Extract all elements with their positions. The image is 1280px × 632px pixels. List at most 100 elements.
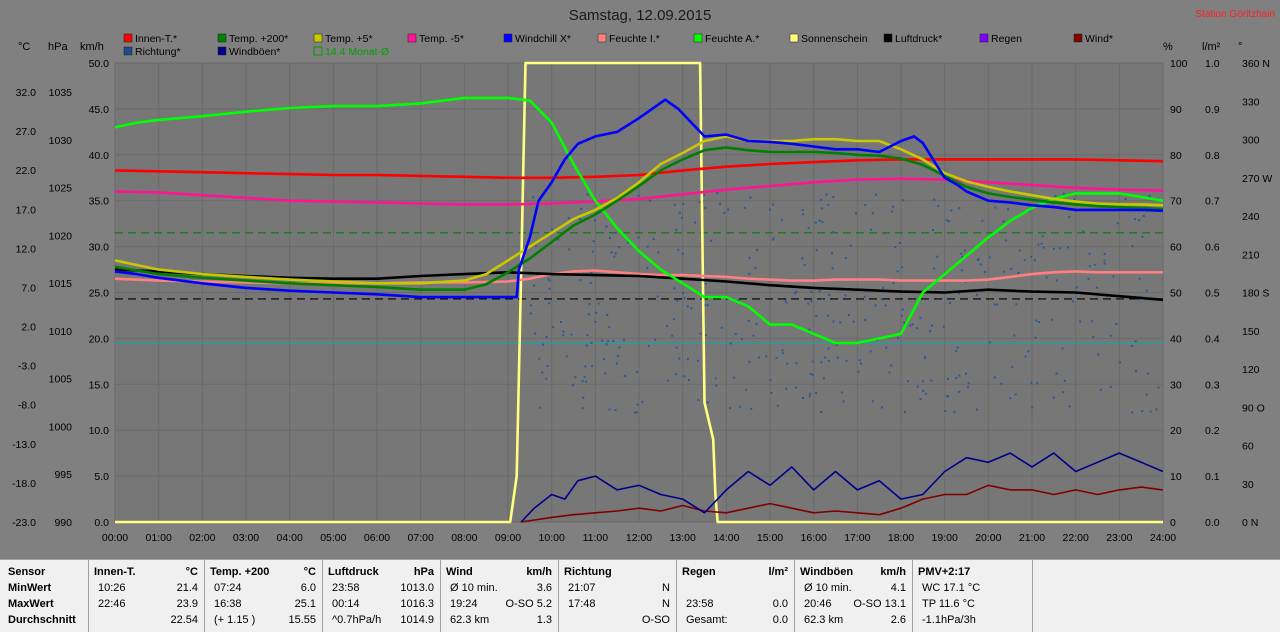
- direction-dot: [780, 219, 783, 222]
- direction-dot: [1088, 265, 1091, 268]
- rain-tick-label: 1.0: [1205, 58, 1220, 70]
- direction-dot: [858, 359, 861, 362]
- series-temp-200: [114, 146, 1164, 292]
- direction-dot: [548, 287, 551, 290]
- direction-dot: [902, 199, 905, 202]
- direction-dot: [747, 319, 750, 322]
- direction-dot: [1024, 355, 1027, 358]
- direction-dot: [975, 408, 978, 411]
- direction-dot: [584, 380, 587, 383]
- temp-tick-label: 22.0: [16, 165, 37, 177]
- direction-dot: [776, 404, 779, 407]
- direction-dot: [1042, 246, 1045, 249]
- direction-dot: [786, 362, 789, 365]
- legend-label: Temp. +5*: [325, 33, 373, 45]
- pressure-tick-label: 990: [54, 517, 72, 529]
- direction-dot: [581, 407, 584, 410]
- direction-dot: [958, 292, 961, 295]
- direction-dot: [704, 334, 707, 337]
- percent-tick-label: 30: [1170, 379, 1182, 391]
- x-tick-label: 09:00: [495, 532, 521, 544]
- direction-dot: [795, 386, 798, 389]
- direction-dot: [749, 196, 752, 199]
- direction-dot: [924, 392, 927, 395]
- direction-dot: [1011, 365, 1014, 368]
- rain-tick-label: 0.8: [1205, 150, 1220, 162]
- direction-dot: [697, 399, 700, 402]
- direction-dot: [675, 346, 678, 349]
- direction-dot: [756, 248, 759, 251]
- direction-dot: [933, 267, 936, 270]
- direction-dot: [953, 411, 956, 414]
- direction-dot: [820, 198, 823, 201]
- direction-dot: [906, 380, 909, 383]
- pressure-tick-label: 1000: [49, 421, 73, 433]
- degree-tick-label: 120: [1242, 364, 1260, 376]
- legend-swatch: [123, 33, 133, 43]
- direction-dot: [582, 396, 585, 399]
- direction-dot: [729, 342, 732, 345]
- stats-unit: °C: [303, 566, 316, 578]
- direction-dot: [960, 252, 963, 255]
- direction-dot: [993, 303, 996, 306]
- direction-dot: [771, 203, 774, 206]
- rowlabel-max: MaxWert: [8, 598, 54, 610]
- direction-dot: [560, 321, 563, 324]
- direction-dot: [818, 289, 821, 292]
- direction-dot: [931, 229, 934, 232]
- direction-dot: [677, 248, 680, 251]
- direction-dot: [716, 191, 719, 194]
- direction-dot: [803, 264, 806, 267]
- direction-dot: [634, 411, 637, 414]
- degree-tick-label: 270 W: [1242, 173, 1272, 185]
- direction-dot: [967, 386, 970, 389]
- direction-dot: [769, 208, 772, 211]
- direction-dot: [613, 255, 616, 258]
- direction-dot: [755, 322, 758, 325]
- direction-dot: [649, 199, 652, 202]
- direction-dot: [641, 400, 644, 403]
- direction-dot: [723, 211, 726, 214]
- direction-dot: [842, 400, 845, 403]
- stats-cell-label: 20:46: [804, 598, 832, 610]
- direction-dot: [1018, 249, 1021, 252]
- direction-dot: [845, 360, 848, 363]
- x-tick-label: 04:00: [277, 532, 303, 544]
- direction-dot: [1141, 410, 1144, 413]
- speed-tick-label: 45.0: [89, 104, 110, 116]
- degree-tick-label: 330: [1242, 96, 1260, 108]
- direction-dot: [808, 328, 811, 331]
- speed-tick-label: 25.0: [89, 288, 110, 300]
- pressure-tick-label: 1030: [49, 135, 73, 147]
- percent-tick-label: 50: [1170, 288, 1182, 300]
- direction-dot: [1015, 303, 1018, 306]
- degree-tick-label: 90 O: [1242, 402, 1265, 414]
- direction-dot: [757, 356, 760, 359]
- direction-dot: [981, 219, 984, 222]
- direction-dot: [666, 325, 669, 328]
- legend-swatch: [217, 33, 227, 43]
- stats-cell-label: 62.3 km: [804, 614, 844, 626]
- direction-dot: [682, 202, 685, 205]
- direction-dot: [1051, 318, 1054, 321]
- direction-dot: [1087, 277, 1090, 280]
- direction-dot: [801, 209, 804, 212]
- direction-dot: [1149, 410, 1152, 413]
- direction-dot: [944, 410, 947, 413]
- stats-cell-value: 1.3: [536, 614, 552, 626]
- direction-dot: [609, 237, 612, 240]
- legend-swatch: [883, 33, 893, 43]
- temp-unit: °C: [18, 41, 30, 53]
- direction-dot: [775, 356, 778, 359]
- direction-dot: [882, 286, 885, 289]
- direction-dot: [646, 245, 649, 248]
- direction-dot: [892, 205, 895, 208]
- stats-cell-value: 25.1: [294, 598, 316, 610]
- direction-dot: [898, 241, 901, 244]
- direction-dot: [1062, 391, 1065, 394]
- direction-dot: [1030, 381, 1033, 384]
- direction-dot: [602, 358, 605, 361]
- legend-swatch: [123, 46, 133, 56]
- x-tick-label: 21:00: [1019, 532, 1045, 544]
- direction-dot: [534, 332, 537, 335]
